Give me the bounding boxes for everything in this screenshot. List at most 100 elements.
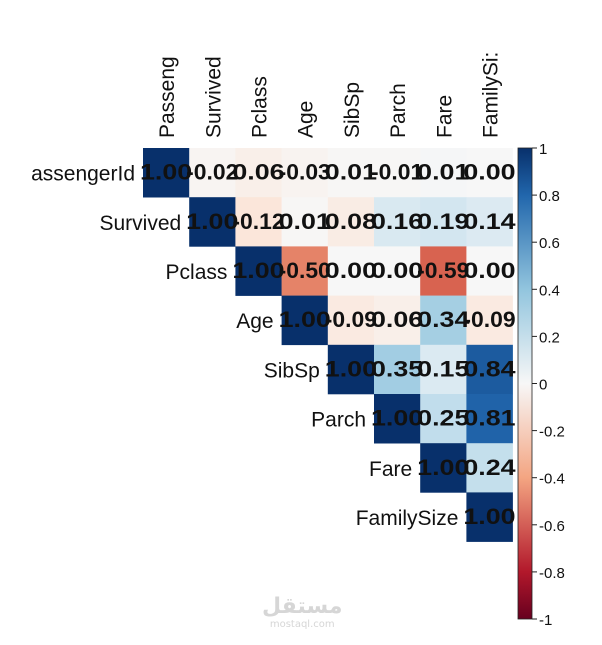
row-label: Survived — [99, 212, 181, 235]
colorbar-tick-label: -0.6 — [539, 518, 565, 535]
cell-value-label: -0.01 — [371, 160, 423, 185]
colorbar-tick-label: -1 — [539, 612, 552, 629]
cell-value-label: 0.34 — [417, 307, 470, 332]
cell-value-label: -0.50 — [279, 258, 331, 283]
heatmap-cell — [420, 394, 467, 444]
cell-value-label: 0.81 — [463, 406, 515, 431]
cell-value-label: 0.06 — [232, 160, 284, 185]
column-label: Fare — [433, 95, 456, 138]
cell-value-label: 0.01 — [279, 209, 331, 234]
colorbar-tick-label: 1 — [539, 141, 547, 158]
heatmap-cell — [374, 148, 421, 198]
cell-value-label: 0.06 — [371, 307, 423, 332]
row-label: Fare — [369, 458, 412, 481]
watermark-latin: mostaql.com — [269, 619, 335, 630]
cell-value-label: 0.01 — [325, 160, 377, 185]
cell-value-label: 1.00 — [463, 504, 515, 529]
watermark-arabic: مستقل — [262, 594, 343, 619]
heatmap-cell — [420, 344, 467, 395]
watermark: مستقل mostaql.com — [262, 596, 342, 630]
heatmap-cell — [189, 148, 236, 198]
heatmap-cell — [466, 246, 513, 296]
row-label: Pclass — [166, 261, 228, 284]
cell-value-label: 1.00 — [186, 209, 238, 234]
column-label: Passeng — [156, 56, 179, 138]
heatmap-cell — [281, 295, 329, 346]
heatmap-cell — [235, 148, 282, 198]
heatmap-cell — [374, 197, 421, 247]
cell-value-label: 0.15 — [417, 356, 469, 381]
heatmap-cell — [420, 443, 467, 493]
heatmap-cell — [327, 148, 375, 198]
heatmap-cell — [420, 246, 467, 296]
row-label: Parch — [311, 409, 366, 432]
heatmap-cell-labels: 1.00-0.020.06-0.030.01-0.010.010.001.00-… — [140, 160, 517, 529]
cell-value-label: 1.00 — [371, 406, 423, 431]
row-label: assengerId — [31, 163, 135, 186]
cell-value-label: 1.00 — [279, 307, 331, 332]
heatmap-cell — [281, 246, 329, 296]
cell-value-label: 1.00 — [140, 160, 192, 185]
heatmap-cell — [327, 197, 375, 247]
heatmap-cell — [235, 246, 282, 296]
heatmap-cell — [327, 246, 375, 296]
heatmap-cell — [327, 295, 375, 346]
colorbar-tick-label: -0.4 — [539, 471, 565, 488]
colorbar-tick-label: 0 — [539, 377, 547, 394]
heatmap-cell — [420, 197, 467, 247]
row-label: SibSp — [264, 359, 320, 382]
colorbar-ticks: 1 0.8 0.6 0.4 0.2 0 -0.2 -0.4 -0.6 -0.8 -1 — [532, 141, 565, 629]
cell-value-label: 1.00 — [325, 356, 377, 381]
cell-value-label: 0.00 — [325, 258, 377, 283]
heatmap-cell — [143, 148, 190, 198]
heatmap-cell — [281, 148, 329, 198]
column-label: Survived — [202, 56, 225, 138]
colorbar-tick-label: 0.4 — [539, 282, 560, 299]
heatmap-cell — [374, 246, 421, 296]
heatmap-cell — [235, 197, 282, 247]
cell-value-label: 0.16 — [371, 209, 423, 234]
row-label: Age — [236, 310, 273, 333]
cell-value-label: -0.02 — [186, 160, 238, 185]
colorbar-tick-label: 0.8 — [539, 188, 560, 205]
cell-value-label: 0.08 — [325, 209, 377, 234]
column-label: Parch — [387, 83, 410, 138]
heatmap-cell — [327, 344, 375, 395]
cell-value-label: -0.09 — [325, 307, 377, 332]
column-label: Pclass — [249, 76, 272, 138]
heatmap-cell — [466, 344, 513, 395]
row-labels: assengerId Survived Pclass Age SibSp Parch Far… — [31, 163, 458, 530]
column-labels: Passeng Survived Pclass Age SibSp Parch Fare Fa… — [156, 52, 502, 138]
heatmap-cell — [374, 344, 421, 395]
cell-value-label: 0.35 — [371, 356, 423, 381]
cell-value-label: 0.24 — [463, 455, 516, 480]
cell-value-label: -0.12 — [232, 209, 284, 234]
cell-value-label: 1.00 — [417, 455, 469, 480]
column-label: SibSp — [341, 82, 364, 138]
cell-value-label: -0.03 — [279, 160, 331, 185]
colorbar — [517, 147, 533, 620]
column-label: Age — [295, 101, 318, 138]
heatmap-cells — [143, 148, 513, 542]
cell-value-label: -0.09 — [463, 307, 515, 332]
cell-value-label: 0.00 — [463, 160, 515, 185]
heatmap-cell — [420, 148, 467, 198]
heatmap-cell — [466, 197, 513, 247]
column-label: FamilySi: — [480, 52, 503, 138]
colorbar-tick-label: -0.2 — [539, 424, 565, 441]
heatmap-cell — [281, 197, 329, 247]
cell-value-label: 0.00 — [463, 258, 515, 283]
heatmap-cell — [466, 295, 513, 346]
colorbar-tick-label: 0.2 — [539, 329, 560, 346]
cell-value-label: 1.00 — [232, 258, 284, 283]
cell-value-label: 0.25 — [417, 406, 469, 431]
colorbar-tick-label: -0.8 — [539, 565, 565, 582]
heatmap-cell — [466, 394, 513, 444]
heatmap-cell — [420, 295, 467, 346]
heatmap-cell — [466, 443, 513, 493]
cell-value-label: 0.19 — [417, 209, 469, 234]
cell-value-label: -0.59 — [417, 258, 469, 283]
row-label: FamilySize — [356, 507, 459, 530]
cell-value-label: 0.00 — [371, 258, 423, 283]
